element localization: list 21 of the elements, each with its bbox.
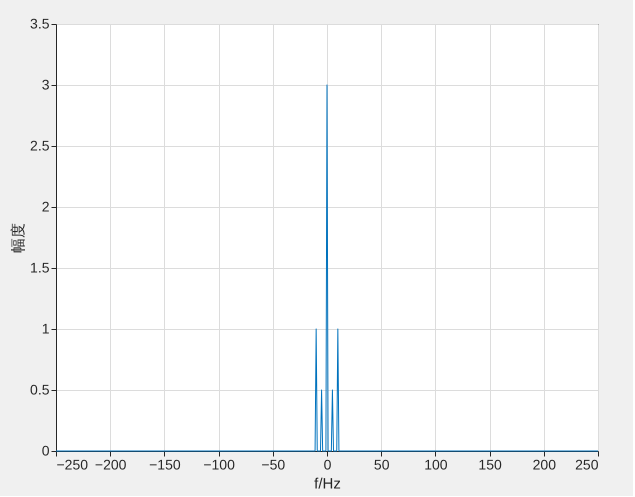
y-axis-title: 幅度 [10,223,28,253]
x-tick-label: −250 [56,456,88,472]
y-tick-label: 2 [42,198,50,214]
y-tick-label: 2.5 [30,138,50,154]
y-tick-label: 0 [42,442,50,458]
x-tick-label: 50 [374,456,390,472]
x-tick-label: −100 [203,456,236,472]
x-tick-label: −50 [261,456,286,472]
x-tick-label: 0 [324,456,332,472]
x-tick-label: 150 [478,456,502,472]
y-tick-label: 1.5 [30,260,50,276]
x-tick-label: 200 [532,456,556,472]
y-tick-label: 1 [42,320,50,336]
y-tick-label: 0.5 [30,382,50,398]
x-tick-label: 100 [424,456,448,472]
x-tick-label: 250 [575,456,599,472]
y-tick-label: 3.5 [30,16,50,32]
x-axis-title: f/Hz [314,476,341,492]
y-tick-label: 3 [42,76,50,92]
x-tick-label: −150 [149,456,181,472]
x-tick-label: −200 [94,456,127,472]
